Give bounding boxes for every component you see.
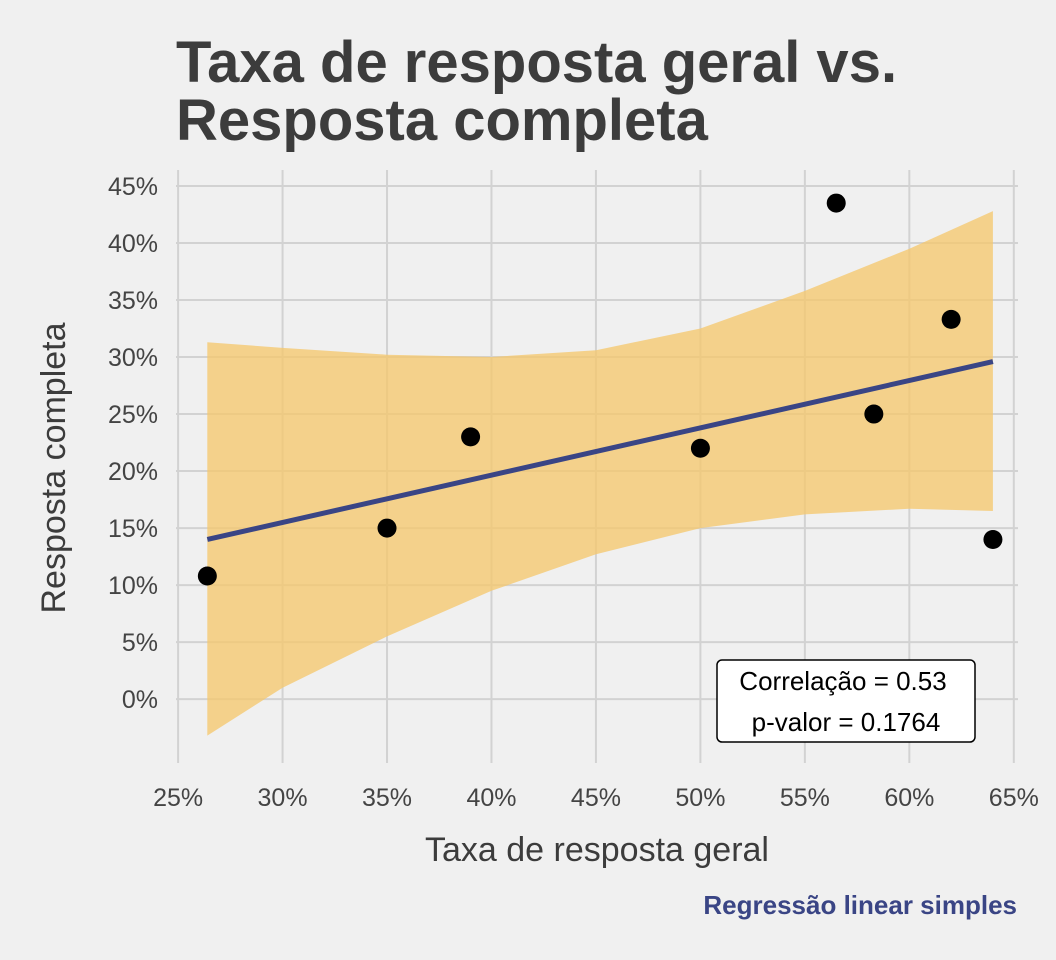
y-tick-label: 35% [108,287,158,315]
x-axis-ticks: 25% 30% 35% 40% 45% 50% 55% 60% 65% [153,784,1039,812]
y-axis-label: Resposta completa [35,322,73,613]
data-point [690,438,710,458]
stats-annotation-box [716,659,976,743]
p-value-label: p-valor = 0.1764 [752,707,941,737]
confidence-band-layer [207,211,993,736]
y-tick-label: 20% [108,458,158,486]
data-point [461,427,481,447]
data-point [983,529,1003,549]
y-tick-label: 30% [108,344,158,372]
x-tick-label: 50% [675,784,725,812]
x-tick-label: 60% [884,784,934,812]
regression-line [206,359,994,542]
data-point [197,566,217,586]
y-tick-label: 40% [108,230,158,258]
y-tick-label: 0% [122,686,158,714]
y-tick-label: 45% [108,173,158,201]
y-tick-label: 10% [108,572,158,600]
data-point [864,404,884,424]
y-axis-ticks: 0% 5% 10% 15% 20% 25% 30% 35% 40% 45% [108,173,158,714]
correlation-label: Correlação = 0.53 [739,666,946,696]
x-tick-label: 25% [153,784,203,812]
x-tick-label: 45% [571,784,621,812]
x-tick-label: 35% [362,784,412,812]
chart-title-line-1: Taxa de resposta geral vs. [176,30,897,95]
x-axis-label: Taxa de resposta geral [425,831,769,869]
data-point [826,193,846,213]
x-tick-label: 55% [780,784,830,812]
data-point [377,518,397,538]
chart-caption: Regressão linear simples [703,890,1017,920]
data-points [197,193,1003,586]
y-tick-label: 15% [108,515,158,543]
y-tick-label: 25% [108,401,158,429]
chart-title-line-2: Resposta completa [176,88,709,153]
x-tick-label: 65% [989,784,1039,812]
confidence-band [207,211,993,736]
y-tick-label: 5% [122,629,158,657]
x-tick-label: 30% [258,784,308,812]
stats-annotation: Correlação = 0.53 p-valor = 0.1764 [716,659,976,743]
x-tick-label: 40% [466,784,516,812]
data-point [941,309,961,329]
regression-line-layer [206,359,994,542]
